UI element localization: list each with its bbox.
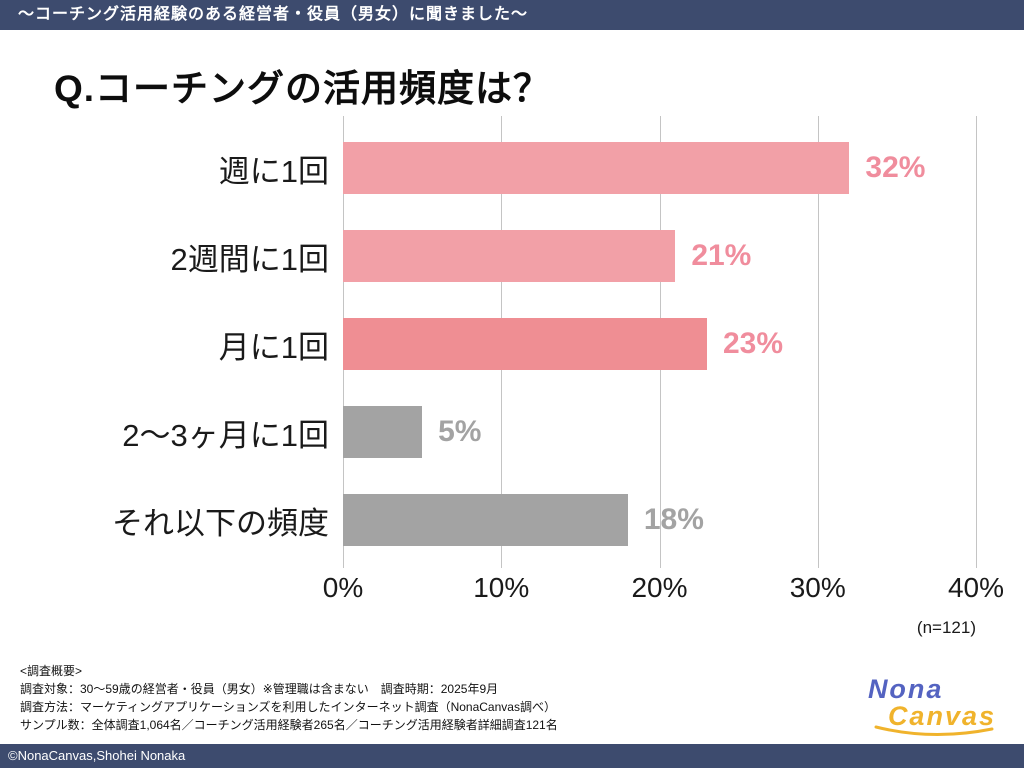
category-label: 2〜3ヶ月に1回 [122, 417, 329, 453]
x-axis-tick: 30% [789, 572, 846, 603]
logo-swoosh-icon [874, 725, 994, 737]
logo-text-canvas: Canvas [874, 701, 996, 737]
bar-track: 5% [343, 388, 976, 476]
bar-chart: 週に1回 32% 2週間に1回 21% 月に1回 23% [20, 116, 1004, 638]
bar-track: 23% [343, 300, 976, 388]
survey-line: サンプル数：全体調査1,064名／コーチング活用経験者265名／コーチング活用経… [20, 718, 558, 732]
survey-line: 調査対象：30〜59歳の経営者・役員（男女）※管理職は含まない 調査時期：202… [20, 682, 499, 696]
survey-line: 調査方法：マーケティングアプリケーションズを利用したインターネット調査（Nona… [20, 700, 556, 714]
x-axis-tick: 0% [322, 572, 364, 603]
category-label: 週に1回 [218, 153, 329, 189]
logo-canvas-label: Canvas [887, 701, 996, 731]
bar [343, 406, 423, 458]
bar [343, 230, 676, 282]
bar-track: 32% [343, 124, 976, 212]
bar-row: それ以下の頻度 18% [20, 476, 976, 564]
logo-text-nona: Nona [867, 674, 944, 704]
value-label: 18% [643, 503, 704, 536]
category-label: 2週間に1回 [170, 241, 329, 277]
question-title: Q.コーチングの活用頻度は？ [54, 68, 552, 109]
gridline [817, 116, 819, 568]
bar [343, 318, 707, 370]
value-label: 21% [691, 239, 752, 272]
x-axis: 0% 10% 20% 30% 40% [323, 564, 1004, 614]
value-label: 23% [722, 327, 784, 360]
x-axis-tick: 20% [631, 572, 688, 603]
bar-track: 21% [343, 212, 976, 300]
nonacanvas-logo: Nona Canvas [867, 674, 996, 737]
sample-size-note: (n=121) [916, 618, 976, 637]
bar [343, 494, 628, 546]
gridline [976, 116, 977, 568]
bar-row: 月に1回 23% [20, 300, 976, 388]
x-axis-tick: 10% [473, 572, 530, 603]
bar-row: 週に1回 32% [20, 124, 976, 212]
value-label: 5% [438, 415, 482, 448]
top-banner: 〜コーチング活用経験のある経営者・役員（男女）に聞きました〜 [0, 0, 1024, 30]
bar-row: 2〜3ヶ月に1回 5% [20, 388, 976, 476]
bar [343, 142, 850, 194]
value-label: 32% [865, 151, 926, 184]
copyright-footer: ©NonaCanvas,Shohei Nonaka [0, 744, 1024, 768]
category-label: それ以下の頻度 [112, 505, 329, 541]
bar-track: 18% [343, 476, 976, 564]
bar-row: 2週間に1回 21% [20, 212, 976, 300]
survey-heading: <調査概要> [20, 664, 83, 678]
category-label: 月に1回 [218, 329, 329, 365]
chart-plot-area: 週に1回 32% 2週間に1回 21% 月に1回 23% [20, 116, 977, 568]
survey-overview: <調査概要> 調査対象：30〜59歳の経営者・役員（男女）※管理職は含まない 調… [20, 662, 558, 734]
x-axis-tick: 40% [947, 572, 1005, 603]
